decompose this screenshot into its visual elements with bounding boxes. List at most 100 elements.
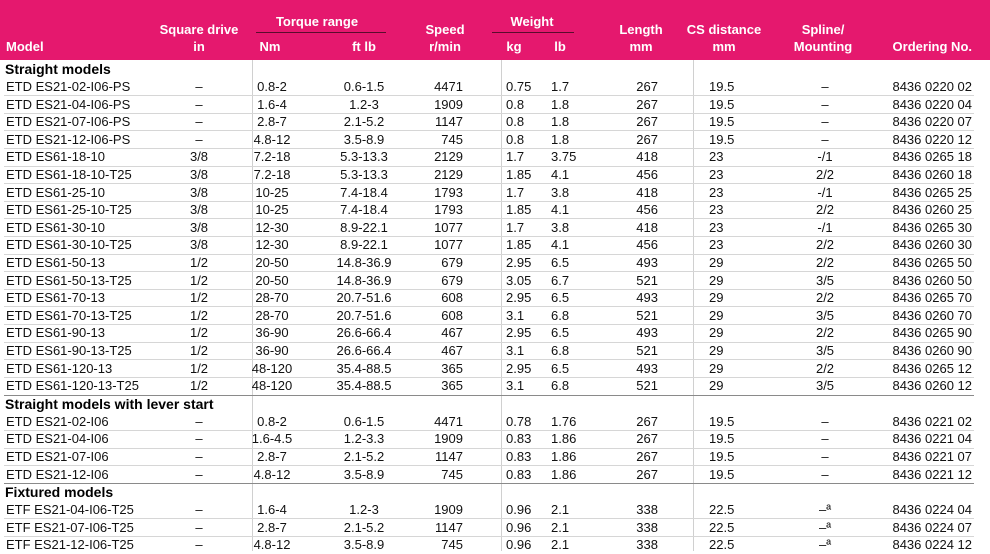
cell-speed: 1909 <box>434 431 463 447</box>
row-divider <box>4 518 974 520</box>
cell-torque-nm: 10-25 <box>255 184 289 200</box>
cell-cs-distance: 19.5 <box>709 466 735 482</box>
cell-cs-distance: 19.5 <box>709 449 735 464</box>
cell-weight-kg: 3.05 <box>506 272 532 288</box>
cell-weight-kg: 0.83 <box>506 449 532 464</box>
cell-speed: 1077 <box>434 219 463 235</box>
cell-square-drive: 1/2 <box>189 290 209 306</box>
col-header-ordering-no: Ordering No. <box>892 39 972 54</box>
cell-cs-distance: 19.5 <box>709 413 735 429</box>
cell-square-drive: – <box>195 519 203 535</box>
table-body: Straight models ETD ES21-02-I06-PS – 0.8-2 0… <box>0 60 990 553</box>
cell-spline-mounting: 2/2 <box>815 290 835 306</box>
row-divider <box>4 447 974 449</box>
cell-weight-kg: 0.83 <box>506 466 532 482</box>
cell-weight-kg: 0.96 <box>506 537 532 553</box>
cell-spline-mounting: 3/5 <box>815 272 835 288</box>
cell-weight-lb: 6.5 <box>551 290 570 306</box>
cell-weight-kg: 0.8 <box>506 114 525 130</box>
cell-length: 338 <box>636 519 658 535</box>
column-separator <box>693 60 694 551</box>
col-header-cs-distance-unit: mm <box>712 39 736 54</box>
cell-length: 267 <box>636 466 658 482</box>
cell-square-drive: – <box>195 502 203 518</box>
cell-model: ETD ES61-30-10-T25 <box>6 237 132 253</box>
cell-torque-nm: 12-30 <box>255 237 289 253</box>
cell-spline-mounting: 2/2 <box>815 255 835 270</box>
cell-square-drive: 3/8 <box>189 149 209 165</box>
table-row: ETD ES21-04-I06-PS – 1.6-4 1.2-3 1909 0.8 1.8 2… <box>0 96 990 114</box>
table-header: Model Square drive in Torque range Nm ft… <box>0 0 990 60</box>
cell-weight-lb: 3.8 <box>551 184 570 200</box>
cell-square-drive: 1/2 <box>189 307 209 323</box>
cell-cs-distance: 19.5 <box>709 96 735 112</box>
cell-model: ETD ES61-120-13-T25 <box>6 378 139 394</box>
row-divider <box>4 271 974 273</box>
cell-torque-ftlb: 35.4-88.5 <box>336 360 392 376</box>
cell-torque-ftlb: 0.6-1.5 <box>343 413 385 429</box>
section-divider <box>4 394 974 396</box>
cell-torque-ftlb: 1.2-3.3 <box>343 431 385 447</box>
cell-torque-ftlb: 8.9-22.1 <box>340 219 388 235</box>
row-divider <box>4 183 974 185</box>
table-row: ETD ES61-18-10 3/8 7.2-18 5.3-13.3 2129 1.7 3.… <box>0 148 990 166</box>
section-title: Straight models with lever start <box>5 395 214 412</box>
row-divider <box>4 235 974 237</box>
cell-ordering-no: 8436 0221 04 <box>892 431 972 447</box>
cell-model: ETD ES61-18-10 <box>6 149 105 165</box>
cell-torque-nm: 1.6-4.5 <box>251 431 293 447</box>
cell-model: ETD ES61-70-13 <box>6 290 105 306</box>
cell-torque-nm: 4.8-12 <box>253 131 291 147</box>
cell-length: 267 <box>636 431 658 447</box>
cell-weight-lb: 1.86 <box>551 466 577 482</box>
table-row: ETD ES21-02-I06-PS – 0.8-2 0.6-1.5 4471 0.75 1… <box>0 78 990 96</box>
cell-spline-mounting: – <box>821 466 829 482</box>
cell-spline-mounting: – <box>821 96 829 112</box>
cell-speed: 679 <box>441 255 463 270</box>
cell-cs-distance: 19.5 <box>709 114 735 130</box>
cell-weight-lb: 1.76 <box>551 413 577 429</box>
cell-square-drive: 1/2 <box>189 360 209 376</box>
cell-cs-distance: 23 <box>709 149 724 165</box>
cell-length: 338 <box>636 502 658 518</box>
cell-length: 267 <box>636 131 658 147</box>
cell-weight-lb: 6.8 <box>551 307 570 323</box>
row-divider <box>4 359 974 361</box>
cell-torque-ftlb: 8.9-22.1 <box>340 237 388 253</box>
cell-ordering-no: 8436 0220 04 <box>892 96 972 112</box>
cell-weight-kg: 2.95 <box>506 290 532 306</box>
cell-spline-mounting: 3/5 <box>815 307 835 323</box>
cell-square-drive: 1/2 <box>189 272 209 288</box>
cell-weight-lb: 4.1 <box>551 167 570 182</box>
cell-length: 521 <box>636 378 658 394</box>
cell-model: ETD ES21-04-I06 <box>6 431 109 447</box>
cell-torque-nm: 2.8-7 <box>257 519 287 535</box>
cell-cs-distance: 29 <box>709 255 724 270</box>
cell-speed: 1077 <box>434 237 463 253</box>
cell-ordering-no: 8436 0265 18 <box>892 149 972 165</box>
row-divider <box>4 253 974 255</box>
cell-cs-distance: 29 <box>709 378 724 394</box>
cell-length: 493 <box>636 360 658 376</box>
cell-spline-mounting: – <box>821 79 829 94</box>
cell-model: ETD ES61-25-10-T25 <box>6 202 132 218</box>
cell-square-drive: 3/8 <box>189 237 209 253</box>
cell-spline-mounting: 3/5 <box>815 378 835 394</box>
cell-square-drive: 3/8 <box>189 167 209 182</box>
column-separator <box>501 60 502 551</box>
cell-spline-mounting: 3/5 <box>815 343 835 358</box>
cell-speed: 1909 <box>434 96 463 112</box>
cell-cs-distance: 29 <box>709 307 724 323</box>
cell-square-drive: 1/2 <box>189 255 209 270</box>
cell-weight-kg: 0.75 <box>506 79 532 94</box>
cell-speed: 365 <box>441 378 463 394</box>
cell-weight-lb: 2.1 <box>551 537 570 553</box>
cell-cs-distance: 19.5 <box>709 131 735 147</box>
cell-cs-distance: 19.5 <box>709 79 735 94</box>
cell-length: 493 <box>636 325 658 341</box>
cell-ordering-no: 8436 0221 12 <box>892 466 972 482</box>
table-row: ETD ES21-07-I06-PS – 2.8-7 2.1-5.2 1147 0.8 1.… <box>0 113 990 131</box>
cell-square-drive: 3/8 <box>189 219 209 235</box>
cell-ordering-no: 8436 0260 50 <box>892 272 972 288</box>
cell-model: ETF ES21-04-I06-T25 <box>6 502 134 518</box>
